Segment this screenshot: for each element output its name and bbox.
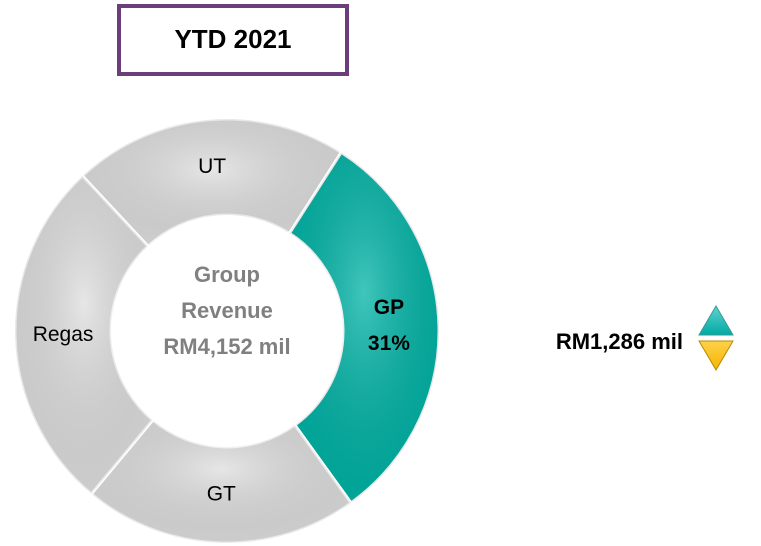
annotation: RM1,286 mil xyxy=(556,329,683,354)
segment-shade xyxy=(289,152,439,503)
center-label: Group xyxy=(194,262,260,287)
donut: UT GP 31% GT Regas xyxy=(13,117,441,545)
segment-shade xyxy=(14,175,153,494)
segment-shade xyxy=(82,119,342,247)
segment-shade xyxy=(91,420,352,544)
center-label: Revenue xyxy=(181,298,273,323)
value-label: 31% xyxy=(368,332,410,355)
up-arrow-icon xyxy=(698,305,734,336)
center-label: RM4,152 mil xyxy=(163,334,290,359)
segment-label: GT xyxy=(207,482,236,505)
segment-label: GP xyxy=(374,296,404,319)
chart-title: YTD 2021 xyxy=(174,24,291,54)
segment-label: UT xyxy=(198,155,226,178)
segment-label: Regas xyxy=(33,323,94,346)
title-box xyxy=(117,4,349,76)
down-arrow-icon xyxy=(698,340,734,371)
